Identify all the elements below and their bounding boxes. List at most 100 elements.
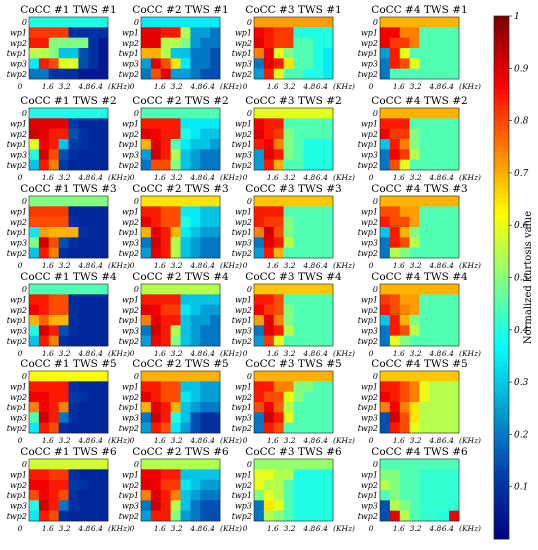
heatmap-cell [29, 237, 40, 248]
row-label: twp1 [232, 49, 252, 58]
heatmap-cell [389, 402, 401, 413]
heatmap-cell [88, 37, 99, 49]
heatmap-cell [389, 206, 401, 217]
heatmap-cell [439, 381, 450, 392]
panel-frame [379, 107, 460, 171]
colorbar-tick-label: 0.9 [514, 64, 529, 74]
heatmap-cell [273, 149, 284, 160]
heatmap-cell [38, 304, 50, 316]
heatmap-cell [48, 479, 59, 491]
row-label: wp3 [235, 239, 252, 248]
x-tick-label: 0 [18, 173, 23, 182]
heatmap-cell [389, 149, 401, 160]
x-tick-label: 1.6 [42, 349, 54, 358]
heatmap-cell [98, 469, 109, 480]
row-label: wp1 [10, 29, 27, 38]
heatmap-cell [58, 216, 69, 228]
heatmap-cell [449, 335, 460, 347]
heatmap-cell [419, 159, 430, 171]
heatmap-cell [200, 227, 211, 238]
panel-frame [28, 195, 109, 259]
heatmap-cell [254, 37, 265, 49]
row-label: wp1 [10, 471, 27, 480]
heatmap-cell [58, 237, 69, 248]
colorbar-band [494, 350, 509, 357]
heatmap-cell [38, 500, 50, 511]
heatmap-cell [170, 196, 181, 207]
panel-frame [28, 370, 109, 434]
colorbar-band [494, 31, 509, 38]
heatmap-cell [449, 68, 460, 80]
colorbar-band [494, 172, 509, 179]
heatmap-cell [449, 459, 460, 470]
heatmap-cell [180, 412, 191, 423]
row-label: wp3 [10, 327, 27, 336]
heatmap-cell [78, 304, 89, 316]
heatmap-cell [78, 402, 89, 413]
heatmap-cell [48, 227, 59, 238]
colorbar-band [494, 219, 509, 226]
heatmap-cell [180, 58, 191, 69]
heatmap-cell [190, 412, 201, 423]
row-label: 0 [134, 285, 139, 294]
heatmap-cell [170, 402, 181, 413]
heatmap-cell [210, 391, 221, 403]
panel-title: CoCC #3 TWS #1 [245, 4, 341, 16]
x-tick-label: 0 [18, 349, 23, 358]
heatmap-cell [293, 412, 304, 423]
heatmap-cell [141, 247, 152, 259]
heatmap-cell [210, 58, 221, 69]
heatmap-cell [160, 510, 171, 522]
heatmap-cell [180, 479, 191, 491]
heatmap-cell [160, 206, 171, 217]
heatmap-cell [449, 196, 460, 207]
heatmap-cell [29, 196, 40, 207]
heatmap-cell [323, 206, 334, 217]
heatmap-cell [439, 304, 450, 316]
heatmap-cell [210, 371, 221, 382]
heatmap-cell [160, 371, 171, 382]
heatmap-cell [380, 284, 391, 295]
heatmap-cell [293, 304, 304, 316]
heatmap-cell [399, 284, 410, 295]
heatmap-cell [98, 490, 109, 501]
heatmap-cell [98, 459, 109, 470]
x-tick-label: 3.2 [171, 82, 183, 91]
heatmap-cell [58, 206, 69, 217]
heatmap-cell [439, 247, 450, 259]
heatmap-cell [190, 500, 201, 511]
heatmap-cell [38, 108, 50, 119]
heatmap-cell [160, 284, 171, 295]
x-tick-label: 1.6 [42, 82, 54, 91]
heatmap-cell [303, 27, 314, 38]
heatmap-cell [210, 139, 221, 150]
heatmap-cell [389, 58, 401, 69]
heatmap-cell [380, 37, 391, 49]
heatmap-cell [58, 325, 69, 336]
heatmap-cell [303, 139, 314, 150]
heatmap-cell [419, 402, 430, 413]
colorbar-band [494, 502, 509, 509]
heatmap-cell [283, 315, 294, 326]
row-label: twp1 [358, 403, 378, 412]
heatmap-cell [283, 108, 294, 119]
heatmap-cell [78, 118, 89, 129]
heatmap-cell [58, 128, 69, 140]
heatmap-cell [170, 459, 181, 470]
heatmap-cell [283, 284, 294, 295]
heatmap-cell [429, 315, 440, 326]
heatmap-cell [190, 422, 201, 434]
heatmap-cell [399, 27, 410, 38]
heatmap-cell [190, 304, 201, 316]
heatmap-cell [190, 37, 201, 49]
heatmap-cell [190, 510, 201, 522]
heatmap-cell [58, 294, 69, 305]
heatmap-cell [210, 294, 221, 305]
heatmap-cell [283, 17, 294, 28]
heatmap-cell [293, 391, 304, 403]
heatmap-cell [283, 500, 294, 511]
